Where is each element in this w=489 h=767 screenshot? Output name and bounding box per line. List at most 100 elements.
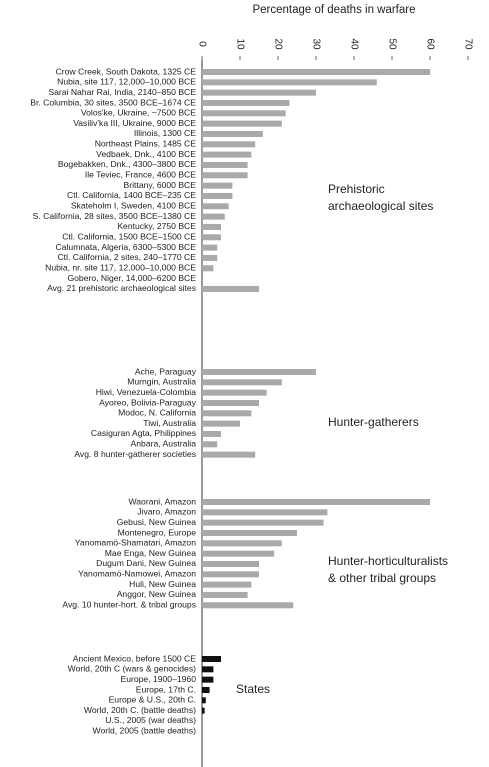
group-label: Hunter-horticulturalists: [328, 554, 448, 568]
bar: [202, 571, 259, 578]
y-tick-label: Europe, 1900–1960: [120, 674, 196, 684]
y-tick-label: Europe & U.S., 20th C.: [109, 695, 196, 705]
x-tick-label: 20: [272, 38, 283, 50]
bar: [202, 676, 214, 683]
y-tick-label: Skateholm I, Sweden, 4100 BCE: [71, 201, 196, 211]
y-tick-label: Anggor, New Guinea: [117, 589, 197, 599]
y-tick-label: Nubia, site 117, 12,000–10,000 BCE: [57, 77, 196, 87]
y-tick-label: Murngin, Australia: [127, 377, 196, 387]
y-tick-label: Sarai Nahar Rai, India, 2140–850 BCE: [48, 87, 196, 97]
y-tick-label: Northeast Plains, 1485 CE: [95, 139, 197, 149]
bar: [202, 379, 282, 386]
y-tick-label: Br. Columbia, 30 sites, 3500 BCE–1674 CE: [30, 97, 196, 107]
y-tick-label: Ctl. California, 2 sites, 240–1770 CE: [57, 252, 196, 262]
y-tick-label: Vedbaek, Dnk., 4100 BCE: [96, 149, 196, 159]
group-label: Prehistoric: [328, 182, 385, 196]
bar: [202, 519, 324, 526]
y-tick-label: Gobero, Niger, 14,000–6200 BCE: [67, 273, 196, 283]
bar: [202, 192, 233, 199]
y-tick-label: Mae Enga, New Guinea: [105, 548, 196, 558]
bar: [202, 110, 286, 117]
bar: [202, 244, 218, 251]
y-tick-label: Brittany, 6000 BCE: [124, 180, 197, 190]
x-tick-label: 40: [348, 38, 359, 50]
y-tick-label: Ache, Paraguay: [135, 366, 197, 376]
bar: [202, 223, 221, 230]
x-tick-label: 10: [234, 38, 245, 50]
bar: [202, 441, 218, 448]
y-tick-label: Gebusi, New Guinea: [117, 517, 197, 527]
group-label: States: [236, 682, 270, 696]
y-tick-label: Calumnata, Algeria, 6300–5300 BCE: [56, 242, 197, 252]
y-tick-label: World, 2005 (battle deaths): [92, 726, 196, 736]
y-tick-label: Avg. 21 prehistoric archaeological sites: [47, 283, 196, 293]
y-tick-label: World, 20th C (wars & genocides): [68, 664, 196, 674]
bar: [202, 581, 252, 588]
bar: [202, 602, 294, 609]
x-tick-label: 60: [424, 38, 435, 50]
y-tick-label: Anbara, Australia: [131, 439, 197, 449]
bar: [202, 509, 328, 516]
bar: [202, 89, 316, 96]
x-tick-label: 50: [386, 38, 397, 50]
y-tick-label: Dugum Dani, New Guinea: [96, 558, 196, 568]
y-tick-label: Yanomamö-Namowei, Amazon: [78, 569, 196, 579]
y-tick-label: Huli, New Guinea: [129, 579, 196, 589]
y-tick-label: Ctl. California, 1500 BCE–1500 CE: [62, 232, 196, 242]
bar: [202, 430, 221, 437]
bar: [202, 285, 259, 292]
y-tick-label: Ancient Mexico, before 1500 CE: [73, 653, 197, 663]
group-label: Hunter-gatherers: [328, 415, 419, 429]
y-tick-label: Vasiliv'ka III, Ukraine, 9000 BCE: [73, 118, 196, 128]
bar: [202, 686, 210, 693]
bar: [202, 697, 206, 704]
bar: [202, 666, 214, 673]
y-tick-label: Illinois, 1300 CE: [134, 128, 196, 138]
y-tick-label: Jivaro, Amazon: [137, 507, 196, 517]
bar: [202, 707, 205, 714]
bar: [202, 389, 267, 396]
bar: [202, 130, 263, 137]
bar: [202, 79, 377, 86]
y-tick-label: World, 20th C. (battle deaths): [84, 705, 196, 715]
bar: [202, 529, 297, 536]
y-tick-label: Tiwi, Australia: [143, 418, 196, 428]
y-tick-label: Kentucky, 2750 BCE: [117, 221, 196, 231]
bar: [202, 591, 248, 598]
bar: [202, 182, 233, 189]
bar: [202, 213, 225, 220]
x-tick-label: 30: [310, 38, 321, 50]
chart-title: Percentage of deaths in warfare: [252, 4, 415, 16]
bar: [202, 265, 214, 272]
bar: [202, 656, 221, 662]
bar: [202, 499, 430, 505]
y-tick-label: Ctl. California, 1400 BCE–235 CE: [67, 190, 196, 200]
x-tick-label: 0: [196, 41, 207, 47]
y-tick-label: U.S., 2005 (war deaths): [105, 715, 196, 725]
y-tick-label: Bogebakken, Dnk., 4300–3800 BCE: [58, 159, 196, 169]
y-tick-label: S. California, 28 sites, 3500 BCE–1380 C…: [33, 211, 197, 221]
y-tick-label: Volos'ke, Ukraine, ~7500 BCE: [81, 108, 196, 118]
bar: [202, 550, 275, 557]
group-label: & other tribal groups: [328, 571, 436, 585]
y-tick-label: Crow Creek, South Dakota, 1325 CE: [56, 66, 197, 76]
bar: [202, 540, 282, 547]
bar: [202, 399, 259, 406]
bar: [202, 254, 218, 261]
bar: [202, 560, 259, 567]
bar: [202, 369, 316, 375]
y-tick-label: Casiguran Agta, Philippines: [91, 428, 196, 438]
y-tick-label: Ile Teviec, France, 4600 BCE: [85, 170, 196, 180]
y-tick-label: Avg. 8 hunter-gatherer societies: [74, 449, 196, 459]
y-tick-label: Hiwi, Venezuela-Colombia: [96, 387, 197, 397]
y-tick-label: Avg. 10 hunter-hort. & tribal groups: [62, 600, 196, 610]
x-tick-label: 70: [462, 38, 473, 50]
y-tick-label: Montenegro, Europe: [118, 527, 197, 537]
bar: [202, 203, 229, 210]
bar: [202, 420, 240, 427]
bar: [202, 151, 252, 158]
bar: [202, 141, 256, 148]
y-tick-label: Europe, 17th C.: [136, 684, 196, 694]
bar: [202, 161, 248, 168]
